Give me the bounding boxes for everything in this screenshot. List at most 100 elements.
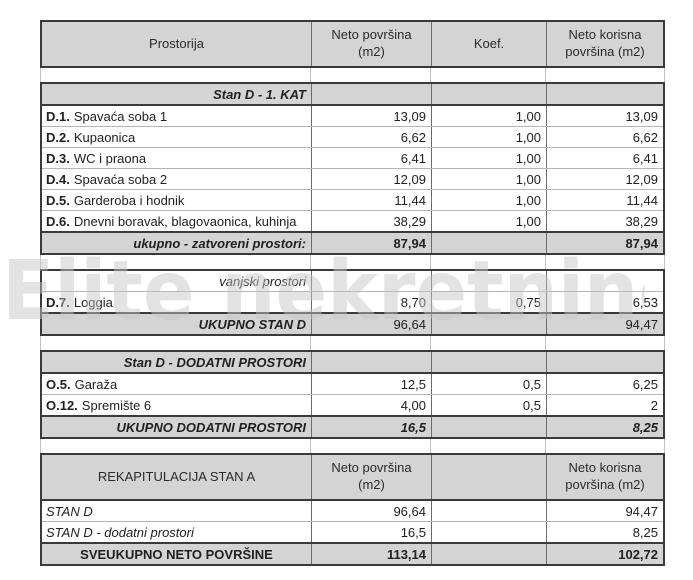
room-name: Kupaonica (73, 129, 136, 145)
value-neto: 96,64 (312, 501, 432, 521)
empty-cell (432, 417, 547, 437)
empty-cell (432, 501, 547, 521)
total-label: UKUPNO DODATNI PROSTORI (42, 417, 312, 437)
total-label: UKUPNO STAN D (42, 314, 312, 334)
room-name: WC i praona (73, 150, 147, 166)
grand-total-label: SVEUKUPNO NETO POVRŠINE (42, 544, 312, 564)
rekapitulacija-title: REKAPITULACIJA STAN A (42, 455, 312, 499)
value-koef: 1,00 (432, 127, 547, 147)
room-label: D.2. Kupaonica (42, 127, 312, 147)
value-koef: 1,00 (432, 211, 547, 231)
grand-total-neto: 113,14 (312, 544, 432, 564)
subtotal-korisna: 87,94 (547, 233, 663, 253)
rekap-row-stan-d: STAN D 96,64 94,47 (42, 501, 663, 521)
value-neto: 11,44 (312, 190, 432, 210)
value-korisna: 6,25 (632, 376, 658, 392)
room-label: D.1. Spavaća soba 1 (42, 106, 312, 126)
total-korisna: 94,47 (547, 314, 663, 334)
room-label: O.5. Garaža (42, 374, 312, 394)
subtotal-label: ukupno - zatvoreni prostori: (42, 233, 312, 253)
value-korisna: 6,62 (632, 129, 658, 145)
area-table: Prostorija Neto površina (m2) Koef. Neto… (40, 20, 665, 566)
room-row-d1: D.1. Spavaća soba 1 13,09 1,00 13,09 (42, 106, 663, 126)
col-header-neto-korisna: Neto korisna površina (m2) (547, 22, 663, 66)
value-neto: 12,09 (312, 169, 432, 189)
total-row-dodatni: UKUPNO DODATNI PROSTORI 16,5 8,25 (42, 415, 663, 437)
value-neto: 12,5 (312, 374, 432, 394)
empty-cell (432, 84, 547, 104)
room-code: D.5. (46, 192, 70, 208)
value-korisna: 94,47 (625, 503, 658, 519)
section-header-stan-d-kat1: Stan D - 1. KAT (42, 84, 663, 106)
empty-cell (547, 352, 663, 372)
vanjski-prostori-block: vanjski prostori D.7. Loggia 8,70 0,75 6,… (40, 269, 665, 336)
room-row-d2: D.2. Kupaonica 6,62 1,00 6,62 (42, 126, 663, 147)
subtotal-row-zatvoreni: ukupno - zatvoreni prostori: 87,94 87,94 (42, 231, 663, 253)
room-name: Spremište 6 (81, 397, 152, 413)
spacer-row (40, 439, 665, 453)
room-label: D.3. WC i praona (42, 148, 312, 168)
col-header-neto-povrsina: Neto površina (m2) (312, 22, 432, 66)
value-korisna: 6,53 (632, 294, 658, 310)
rekap-label: STAN D - dodatni prostori (42, 522, 312, 542)
value-neto: 6,62 (312, 127, 432, 147)
rekap-col-neto: Neto površina (m2) (312, 455, 432, 499)
room-row-d6: D.6. Dnevni boravak, blagovaonica, kuhinj… (42, 210, 663, 231)
value-neto: 13,09 (312, 106, 432, 126)
room-name: Spavaća soba 1 (73, 108, 168, 124)
empty-cell (312, 352, 432, 372)
spacer-row (40, 68, 665, 82)
room-row-d7: D.7. Loggia 8,70 0,75 6,53 (42, 291, 663, 312)
room-code: D.2. (46, 129, 70, 145)
value-koef: 0,5 (432, 395, 547, 415)
value-korisna: 8,25 (632, 524, 658, 540)
section-header-dodatni: Stan D - DODATNI PROSTORI (42, 352, 663, 374)
section-title: Stan D - DODATNI PROSTORI (42, 352, 312, 372)
room-name: Spavaća soba 2 (73, 171, 168, 187)
rekap-label: STAN D (42, 501, 312, 521)
room-row-d5: D.5. Garderoba i hodnik 11,44 1,00 11,44 (42, 189, 663, 210)
empty-cell (312, 271, 432, 291)
empty-cell (432, 455, 547, 499)
room-label: D.5. Garderoba i hodnik (42, 190, 312, 210)
col-header-prostorija: Prostorija (42, 22, 312, 66)
value-neto: 8,70 (312, 292, 432, 312)
value-neto: 38,29 (312, 211, 432, 231)
value-neto: 16,5 (312, 522, 432, 542)
rekapitulacija-block: REKAPITULACIJA STAN A Neto površina (m2)… (40, 453, 665, 566)
value-korisna: 11,44 (626, 192, 658, 208)
empty-cell (547, 271, 663, 291)
empty-cell (432, 544, 547, 564)
value-korisna: 38,29 (625, 213, 658, 229)
spacer-row (40, 255, 665, 269)
rekapitulacija-header-row: REKAPITULACIJA STAN A Neto površina (m2)… (42, 455, 663, 501)
room-row-d4: D.4. Spavaća soba 2 12,09 1,00 12,09 (42, 168, 663, 189)
dodatni-prostori-block: Stan D - DODATNI PROSTORI O.5. Garaža 12,… (40, 350, 665, 439)
empty-cell (432, 522, 547, 542)
room-name: Garderoba i hodnik (73, 192, 185, 208)
empty-cell (547, 84, 663, 104)
room-row-o12: O.12. Spremište 6 4,00 0,5 2 (42, 394, 663, 415)
rekap-row-stan-d-dodatni: STAN D - dodatni prostori 16,5 8,25 (42, 521, 663, 542)
grand-total-row: SVEUKUPNO NETO POVRŠINE 113,14 102,72 (42, 542, 663, 564)
rekap-col-korisna: Neto korisna površina (m2) (547, 455, 663, 499)
total-korisna: 8,25 (547, 417, 663, 437)
section-header-vanjski: vanjski prostori (42, 271, 663, 291)
value-koef: 1,00 (432, 106, 547, 126)
value-korisna: 6,41 (632, 150, 658, 166)
room-row-o5: O.5. Garaža 12,5 0,5 6,25 (42, 374, 663, 394)
room-code: O.12. (46, 397, 78, 413)
room-code: D.7. (46, 294, 70, 310)
room-label: D.4. Spavaća soba 2 (42, 169, 312, 189)
value-korisna: 12,09 (625, 171, 658, 187)
section-title: vanjski prostori (42, 271, 312, 291)
room-code: D.1. (46, 108, 70, 124)
value-korisna: 2 (650, 397, 658, 413)
room-name: Loggia (73, 294, 113, 310)
total-neto: 16,5 (312, 417, 432, 437)
value-koef: 1,00 (432, 169, 547, 189)
room-name: Garaža (74, 376, 118, 392)
total-neto: 96,64 (312, 314, 432, 334)
value-koef: 0,5 (432, 374, 547, 394)
room-label: D.6. Dnevni boravak, blagovaonica, kuhinj… (42, 211, 312, 231)
